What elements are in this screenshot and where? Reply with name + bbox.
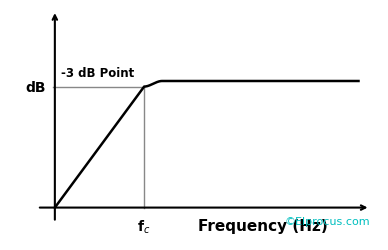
Text: f$_c$: f$_c$	[137, 218, 151, 235]
Text: Frequency (Hz): Frequency (Hz)	[198, 218, 327, 233]
Text: -3 dB Point: -3 dB Point	[61, 67, 134, 80]
Text: ©Elprocus.com: ©Elprocus.com	[285, 216, 371, 226]
Text: dB: dB	[25, 80, 46, 94]
